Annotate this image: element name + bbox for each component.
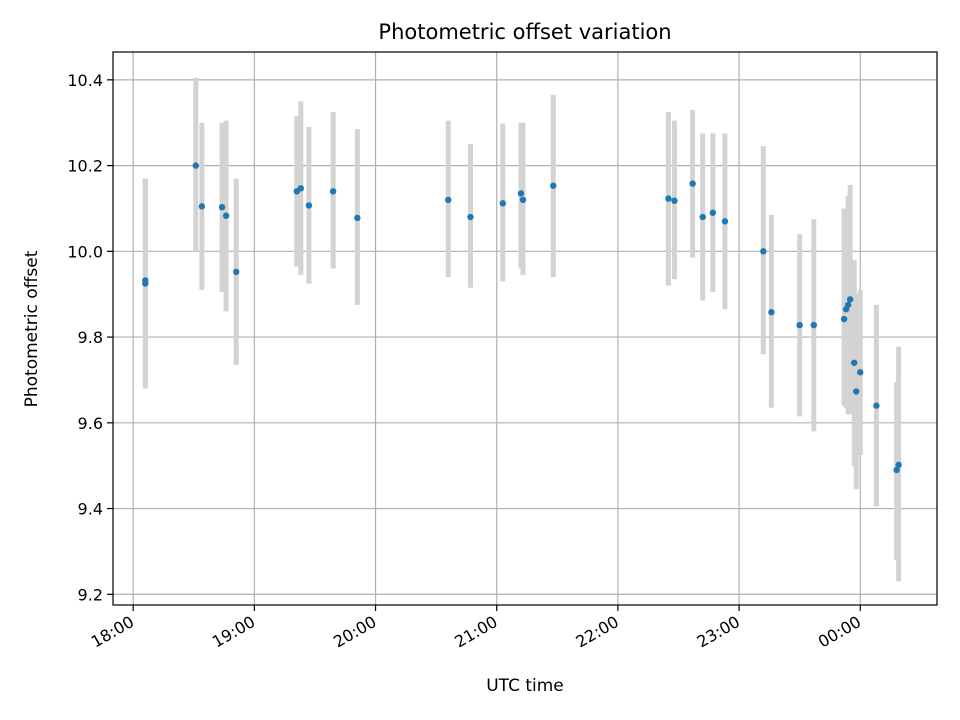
- y-tick-label: 10.0: [67, 242, 103, 261]
- data-point: [699, 213, 706, 221]
- data-point: [142, 277, 149, 284]
- data-point: [840, 315, 848, 323]
- data-point: [768, 309, 775, 316]
- plot-frame: [112, 51, 938, 606]
- data-point: [329, 188, 337, 195]
- data-point: [218, 203, 226, 211]
- data-point: [297, 185, 305, 192]
- data-points: [142, 162, 902, 474]
- data-point: [895, 461, 902, 469]
- data-point: [846, 296, 854, 303]
- y-tick-label: 9.2: [78, 585, 103, 604]
- data-point: [671, 197, 678, 204]
- y-axis-ticks: 9.2 9.4 9.6 9.8 10.0 10.2 10.4: [67, 71, 113, 604]
- data-point: [709, 209, 717, 216]
- data-point: [853, 388, 860, 395]
- data-point: [222, 212, 230, 219]
- y-tick-label: 9.4: [78, 500, 103, 519]
- data-point: [305, 202, 313, 209]
- data-point: [857, 369, 864, 376]
- data-point: [192, 162, 200, 169]
- data-point: [665, 195, 672, 202]
- data-point: [445, 196, 452, 204]
- data-point: [844, 301, 852, 309]
- data-point: [810, 321, 818, 329]
- y-tick-label: 10.2: [67, 157, 103, 176]
- x-axis-label: UTC time: [486, 676, 564, 696]
- data-point: [517, 190, 525, 197]
- data-point: [760, 248, 767, 255]
- data-point: [893, 466, 900, 474]
- data-point: [550, 182, 557, 189]
- y-tick-label: 9.6: [78, 414, 103, 433]
- data-point: [198, 203, 206, 210]
- data-point: [721, 218, 729, 225]
- y-tick-label: 10.4: [67, 71, 103, 90]
- chart-title: Photometric offset variation: [378, 20, 671, 44]
- data-point: [232, 268, 240, 276]
- y-axis-label: Photometric offset: [22, 250, 42, 407]
- data-point: [499, 200, 506, 207]
- data-point: [519, 196, 527, 204]
- data-point: [850, 359, 858, 366]
- data-point: [873, 402, 880, 409]
- data-point: [467, 213, 474, 221]
- y-tick-label: 9.8: [78, 328, 103, 347]
- data-point: [354, 214, 361, 222]
- data-point: [689, 180, 696, 187]
- data-point: [796, 321, 803, 329]
